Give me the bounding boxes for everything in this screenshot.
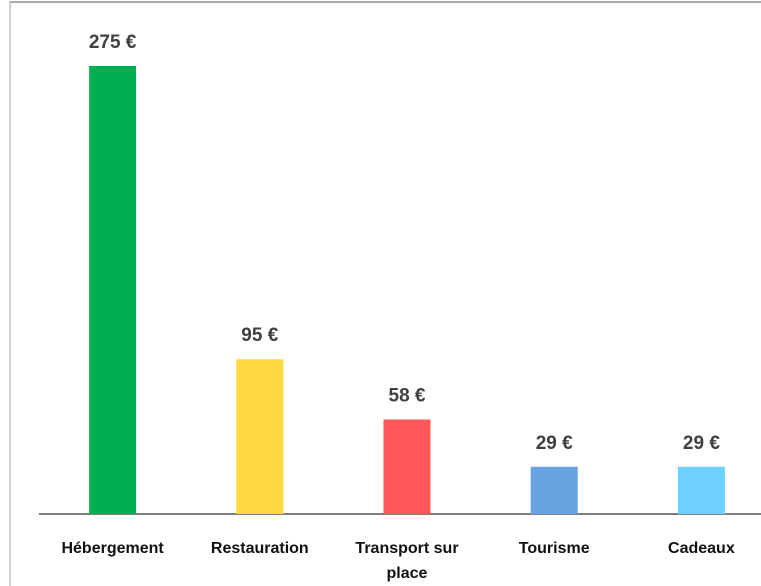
bar bbox=[89, 66, 137, 514]
bar bbox=[383, 419, 431, 514]
data-label: 275 € bbox=[89, 32, 137, 53]
data-label: 58 € bbox=[389, 386, 426, 407]
data-label: 29 € bbox=[536, 433, 573, 454]
x-tick-label: Restauration bbox=[210, 540, 309, 557]
x-tick-label: Tourisme bbox=[518, 540, 590, 557]
data-label: 95 € bbox=[241, 325, 278, 346]
data-label: 29 € bbox=[683, 433, 720, 454]
bar bbox=[677, 466, 725, 514]
x-tick-label: Hébergement bbox=[61, 540, 164, 557]
bar bbox=[236, 359, 284, 514]
bar bbox=[530, 466, 578, 514]
x-tick-label: Cadeaux bbox=[668, 540, 735, 557]
x-tick-label: Transport sur place bbox=[355, 540, 459, 582]
